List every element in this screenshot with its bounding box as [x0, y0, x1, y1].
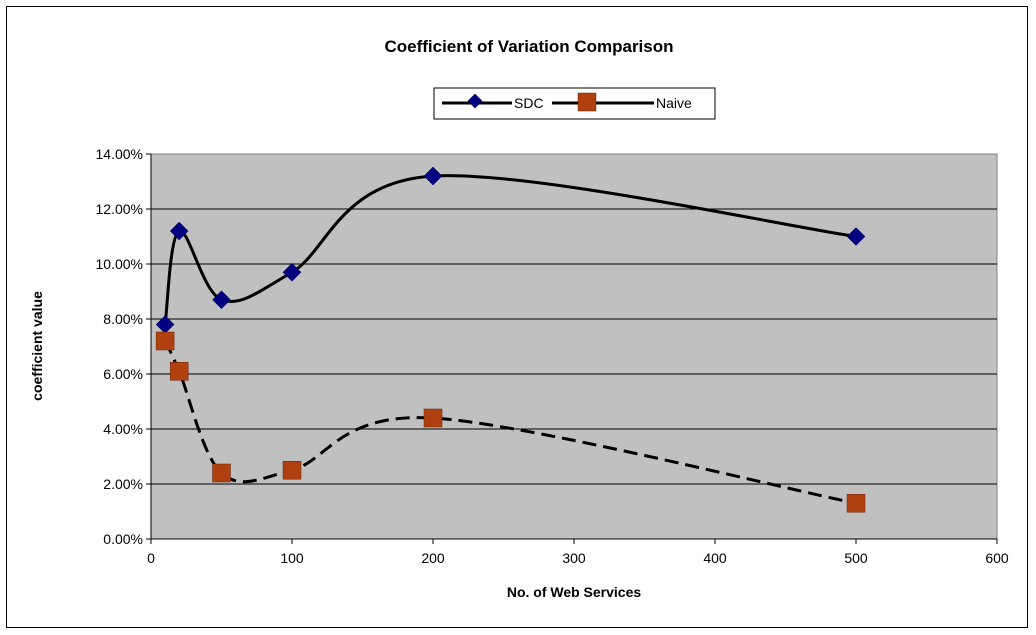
y-tick-label: 2.00%	[103, 476, 143, 492]
gridlines	[151, 208, 997, 485]
y-tick-label: 14.00%	[96, 146, 143, 162]
data-point-sdc	[169, 221, 189, 241]
data-point-sdc	[423, 166, 443, 186]
x-tick-label: 500	[844, 550, 868, 566]
data-point-naive	[212, 463, 231, 483]
x-axis-ticks: 0 100 200 300 400 500 600	[147, 538, 1009, 566]
data-point-naive	[155, 331, 175, 351]
y-tick-label: 12.00%	[96, 201, 143, 217]
legend-marker-sdc	[467, 93, 483, 109]
legend-marker-naive	[577, 92, 597, 112]
plot-area	[150, 153, 998, 540]
x-tick-label: 300	[562, 550, 586, 566]
x-tick-label: 0	[147, 550, 155, 566]
data-point-naive	[846, 494, 866, 513]
series-layer	[155, 166, 866, 513]
x-tick-label: 200	[421, 550, 445, 566]
data-point-sdc	[846, 227, 866, 246]
y-tick-label: 4.00%	[103, 421, 143, 437]
y-tick-label: 8.00%	[103, 311, 143, 327]
x-tick-label: 100	[280, 550, 304, 566]
data-point-naive	[282, 461, 302, 480]
y-tick-label: 6.00%	[103, 366, 143, 382]
data-point-naive	[169, 362, 189, 381]
x-axis-title: No. of Web Services	[507, 584, 642, 600]
x-tick-label: 400	[703, 550, 727, 566]
x-tick-label: 600	[985, 550, 1009, 566]
y-tick-label: 10.00%	[96, 256, 143, 272]
y-tick-label: 0.00%	[103, 531, 143, 547]
data-point-naive	[423, 408, 443, 428]
data-point-sdc	[282, 262, 302, 282]
y-axis-ticks: 0.00% 2.00% 4.00% 6.00% 8.00% 10.00% 12.00% 14.…	[96, 146, 152, 547]
legend: SDC Naive	[433, 87, 716, 120]
legend-label-naive: Naive	[656, 95, 692, 111]
chart-title: Coefficient of Variation Comparison	[384, 37, 673, 56]
y-axis-title: coefficient value	[29, 291, 45, 401]
legend-label-sdc: SDC	[514, 95, 544, 111]
data-point-sdc	[212, 290, 231, 310]
